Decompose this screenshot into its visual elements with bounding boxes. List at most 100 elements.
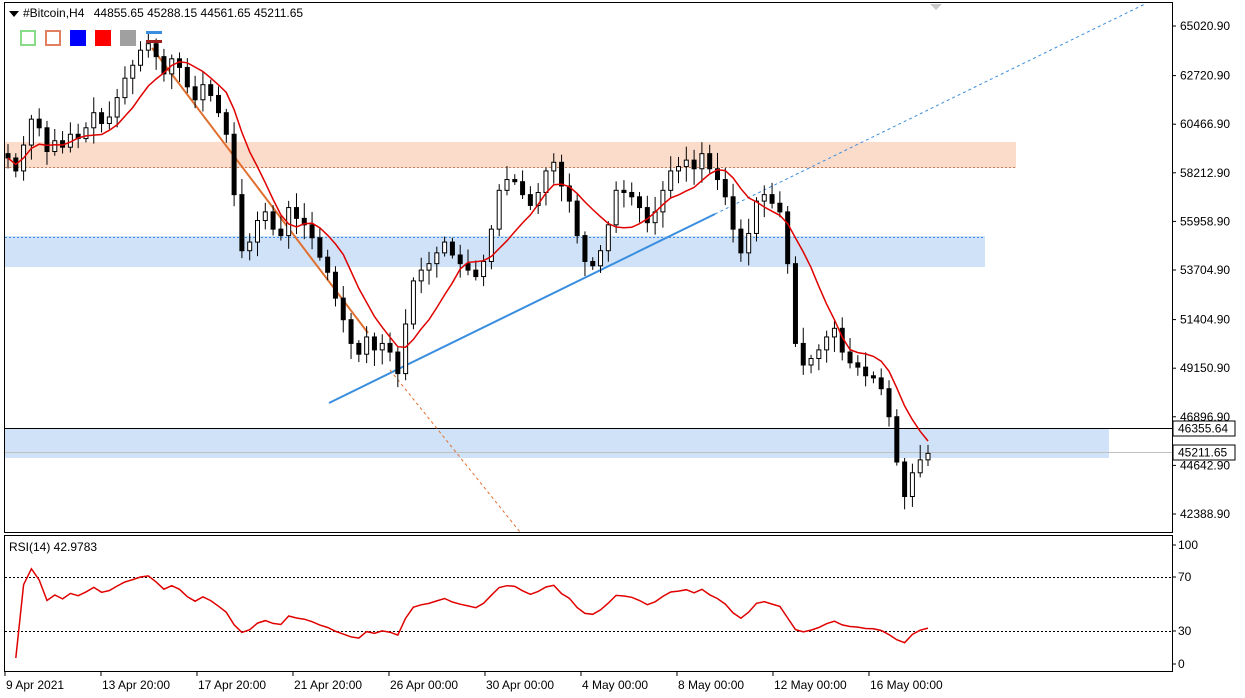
time-tick-label: 8 May 00:00 — [678, 678, 744, 692]
price-tick-label: 46896.90 — [1180, 410, 1230, 424]
candle-body — [520, 181, 526, 196]
candle-body — [676, 166, 682, 172]
candle-body — [714, 168, 720, 181]
candle-body — [824, 336, 830, 351]
candle-body — [208, 84, 214, 96]
orange-square-icon[interactable] — [45, 30, 61, 46]
candle-body — [543, 170, 549, 193]
candle-body — [769, 194, 775, 204]
time-tick-label: 26 Apr 00:00 — [390, 678, 458, 692]
time-tick-label: 12 May 00:00 — [774, 678, 847, 692]
candle-body — [878, 377, 884, 390]
price-tick-label: 49150.90 — [1180, 361, 1230, 375]
candle-body — [551, 161, 557, 172]
candle-body — [488, 228, 494, 262]
price-axis: 65020.90 62720.90 60466.90 58212.90 55958.90… — [1172, 19, 1230, 521]
candle-body — [691, 159, 697, 170]
candle-body — [808, 358, 814, 366]
price-tick-label: 42388.90 — [1180, 507, 1230, 521]
candle-body — [28, 118, 34, 146]
support-zone[interactable] — [5, 428, 1109, 458]
candle-body — [216, 94, 222, 114]
candle-body — [122, 77, 128, 99]
candle-body — [83, 127, 89, 140]
time-tick-label: 4 May 00:00 — [582, 678, 648, 692]
candle-body — [496, 189, 502, 230]
price-tick-label: 62720.90 — [1180, 69, 1230, 83]
line-style-icon[interactable] — [146, 30, 162, 46]
candle-body — [917, 459, 923, 474]
rsi-tick-0: 0 — [1178, 657, 1185, 671]
time-tick-label: 21 Apr 20:00 — [294, 678, 362, 692]
candle-body — [660, 189, 666, 213]
time-tick-label: 16 May 00:00 — [870, 678, 943, 692]
supply-zone[interactable] — [5, 142, 1016, 168]
candle-body — [434, 252, 440, 265]
dropdown-triangle-icon[interactable] — [9, 10, 19, 17]
candle-body — [738, 228, 744, 254]
chart-shift-marker[interactable] — [930, 4, 942, 10]
candle-body — [153, 43, 159, 58]
blue-square-icon[interactable] — [70, 30, 86, 46]
candle-body — [746, 232, 752, 254]
candle-body — [145, 43, 151, 51]
resistance-price-value: 46355.64 — [1178, 422, 1228, 436]
price-tick-label: 60466.90 — [1180, 117, 1230, 131]
descending-orange-line[interactable] — [151, 47, 369, 334]
candle-body — [855, 362, 861, 368]
trend-line-extension — [714, 3, 1146, 215]
candle-body — [36, 118, 42, 129]
candle-body — [800, 342, 806, 366]
candle-body — [106, 116, 112, 124]
red-square-icon[interactable] — [95, 30, 111, 46]
resistance-zone[interactable] — [5, 236, 985, 267]
rsi-tick-100: 100 — [1178, 538, 1198, 552]
ohlc-low: 44561.65 — [200, 6, 251, 20]
candle-body — [621, 189, 627, 193]
candle-body — [130, 64, 136, 79]
candle-body — [598, 250, 604, 267]
light-green-square-icon[interactable] — [20, 30, 36, 46]
candle-body — [254, 220, 260, 243]
candle-body — [332, 271, 338, 299]
ohlc-high: 45288.15 — [147, 6, 198, 20]
candle-body — [278, 228, 284, 237]
candle-body — [52, 140, 58, 153]
candle-body — [792, 263, 798, 344]
candle-body — [574, 200, 580, 237]
candle-body — [200, 84, 206, 101]
candle-body — [730, 196, 736, 230]
candle-body — [816, 349, 822, 360]
candle-body — [512, 179, 518, 183]
candle-body — [325, 256, 331, 273]
candle-body — [5, 153, 11, 159]
price-tick-label: 53704.90 — [1180, 263, 1230, 277]
candle-body — [364, 336, 370, 355]
candle-body — [449, 241, 455, 256]
ascending-trend-line[interactable] — [328, 213, 716, 404]
gray-square-icon[interactable] — [120, 30, 136, 46]
candle-body — [613, 189, 619, 226]
candle-body — [644, 207, 650, 224]
candle-body — [239, 194, 245, 252]
rsi-label: RSI(14) 42.9783 — [9, 540, 98, 554]
candle-body — [161, 56, 167, 75]
rsi-axis: 100 70 30 0 — [1172, 538, 1198, 671]
candle-body — [481, 260, 487, 278]
ohlc-close: 45211.65 — [253, 6, 304, 20]
price-tick-label: 58212.90 — [1180, 166, 1230, 180]
candle-body — [395, 351, 401, 375]
candle-body — [309, 224, 315, 239]
candle-body — [223, 112, 229, 135]
candle-body — [582, 235, 588, 262]
candle-body — [777, 202, 783, 213]
candle-body — [753, 200, 759, 234]
candle-body — [418, 269, 424, 282]
candle-body — [99, 112, 105, 124]
time-tick-label: 9 Apr 2021 — [6, 678, 64, 692]
resistance-price-label: 46355.64 — [1172, 420, 1236, 437]
candle-body — [668, 170, 674, 191]
time-tick-label: 17 Apr 20:00 — [198, 678, 266, 692]
candle-body — [247, 241, 253, 252]
